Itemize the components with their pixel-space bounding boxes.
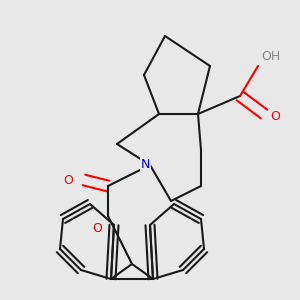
Text: OH: OH xyxy=(261,50,280,63)
Text: O: O xyxy=(64,173,74,187)
Text: N: N xyxy=(141,158,150,172)
Text: O: O xyxy=(92,222,102,235)
Text: O: O xyxy=(270,110,280,124)
